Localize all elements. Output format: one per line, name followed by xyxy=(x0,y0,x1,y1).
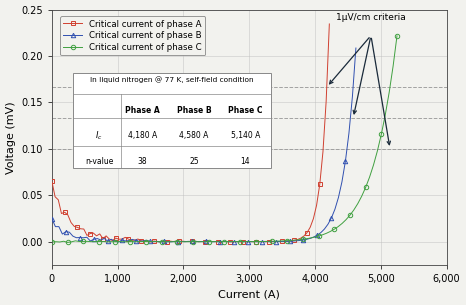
FancyBboxPatch shape xyxy=(74,74,271,168)
Critical current of phase C xyxy=(186,240,192,243)
Critical current of phase C xyxy=(359,194,364,198)
Text: 14: 14 xyxy=(240,157,250,166)
Critical current of phase A xyxy=(148,240,154,244)
Critical current of phase B xyxy=(336,196,341,199)
Text: 25: 25 xyxy=(189,157,199,166)
Line: Critical current of phase A: Critical current of phase A xyxy=(50,22,332,244)
Text: Phase A: Phase A xyxy=(125,106,160,115)
Critical current of phase B xyxy=(140,239,145,243)
Y-axis label: Voltage (mV): Voltage (mV) xyxy=(6,101,15,174)
Critical current of phase B xyxy=(203,240,208,243)
Critical current of phase A xyxy=(129,239,134,242)
Text: In liquid nitrogen @ 77 K, self-field condition: In liquid nitrogen @ 77 K, self-field co… xyxy=(90,77,254,83)
Text: Phase C: Phase C xyxy=(228,106,262,115)
Text: 4,180 A: 4,180 A xyxy=(128,131,157,140)
Critical current of phase A xyxy=(311,217,316,221)
Critical current of phase C xyxy=(49,240,55,244)
Text: 1μV/cm criteria: 1μV/cm criteria xyxy=(336,13,406,22)
Critical current of phase A xyxy=(55,198,61,202)
Critical current of phase B xyxy=(49,217,55,221)
Line: Critical current of phase C: Critical current of phase C xyxy=(50,34,399,245)
Critical current of phase A xyxy=(327,22,332,26)
Critical current of phase B xyxy=(137,239,142,243)
Critical current of phase C xyxy=(229,240,235,243)
Critical current of phase A xyxy=(126,237,131,241)
Text: n-value: n-value xyxy=(85,157,113,166)
Text: $I_c$: $I_c$ xyxy=(96,130,103,142)
Critical current of phase A xyxy=(49,180,55,183)
Critical current of phase A xyxy=(215,240,220,243)
Critical current of phase B xyxy=(231,240,236,243)
Line: Critical current of phase B: Critical current of phase B xyxy=(50,46,358,244)
Text: 5,140 A: 5,140 A xyxy=(231,131,260,140)
Critical current of phase B xyxy=(56,225,62,228)
Critical current of phase C xyxy=(123,240,129,244)
Text: 38: 38 xyxy=(138,157,147,166)
Text: Phase B: Phase B xyxy=(177,106,211,115)
X-axis label: Current (A): Current (A) xyxy=(218,289,280,300)
Legend: Critical current of phase A, Critical current of phase B, Critical current of ph: Critical current of phase A, Critical cu… xyxy=(60,16,206,56)
Critical current of phase C xyxy=(89,240,94,243)
Critical current of phase B xyxy=(353,46,359,50)
Critical current of phase C xyxy=(96,240,102,243)
Critical current of phase C xyxy=(394,34,400,38)
Critical current of phase B xyxy=(116,240,121,244)
Critical current of phase A xyxy=(189,239,195,243)
Critical current of phase C xyxy=(65,241,70,244)
Text: 4,580 A: 4,580 A xyxy=(179,131,209,140)
